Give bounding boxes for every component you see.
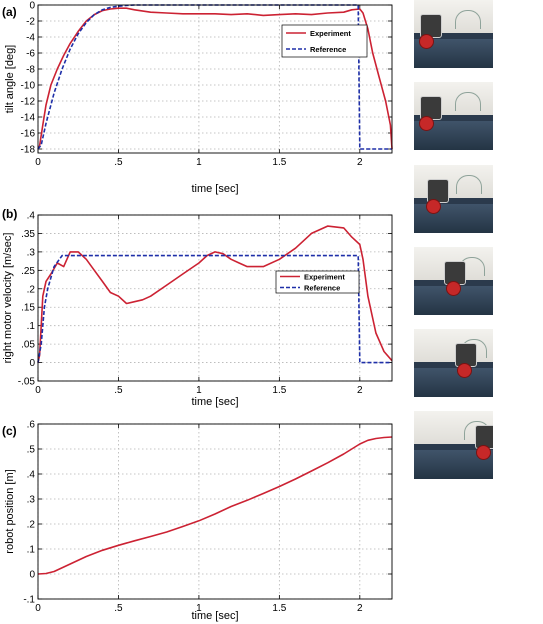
- y-tick-label: .3: [27, 495, 36, 506]
- y-tick-label: 0: [29, 358, 35, 369]
- robot-photo-2: [414, 82, 493, 150]
- series-line-reference: [37, 254, 392, 364]
- x-tick-label: 0: [35, 603, 41, 614]
- cable: [456, 174, 483, 194]
- robot-wheel: [475, 445, 491, 460]
- track-board: [414, 197, 493, 209]
- x-tick-label: 1.5: [272, 385, 286, 396]
- chart-a: 0 .5 1 1.5 2 0 -2 -4 -6 -8 -10 -12 -14 -16 -18 (a) time …: [2, 1, 393, 195]
- legend-entry: Experiment: [304, 273, 345, 282]
- x-tick-label: 1: [196, 157, 202, 168]
- y-tick-label: 0: [29, 1, 35, 12]
- x-tick-label: 1.5: [272, 603, 286, 614]
- panel-label: (c): [2, 424, 17, 438]
- x-tick-label: 1: [196, 385, 202, 396]
- legend-entry: Reference: [304, 284, 340, 293]
- y-axis-label: right motor velocity [m/sec]: [2, 233, 14, 364]
- y-axis-label: tilt angle [deg]: [4, 45, 16, 114]
- y-tick-label: .4: [27, 470, 36, 481]
- y-tick-label: -16: [21, 129, 36, 140]
- track-board: [414, 443, 493, 455]
- y-tick-label: .1: [27, 545, 36, 556]
- y-tick-label: .4: [27, 211, 36, 222]
- y-tick-label: .25: [21, 266, 35, 277]
- robot-wheel: [418, 34, 434, 49]
- x-tick-label: 2: [357, 157, 363, 168]
- robot-wheel: [456, 363, 472, 378]
- y-tick-label: -10: [21, 81, 36, 92]
- y-tick-label: 0: [29, 570, 35, 581]
- y-tick-label: .35: [21, 229, 35, 240]
- y-tick-label: -14: [21, 113, 36, 124]
- y-tick-label: -6: [26, 49, 35, 60]
- x-tick-label: .5: [114, 603, 123, 614]
- y-tick-label: -2: [26, 17, 35, 28]
- robot-wheel: [445, 281, 461, 296]
- x-tick-label: 0: [35, 157, 41, 168]
- track-board: [414, 361, 493, 373]
- x-tick-label: 1.5: [272, 157, 286, 168]
- track-board: [414, 114, 493, 126]
- plot-area: [38, 215, 392, 381]
- series-line-experiment: [37, 7, 393, 150]
- x-tick-label: 2: [357, 385, 363, 396]
- panel-label: (a): [2, 5, 17, 19]
- axes-frame: [37, 423, 393, 600]
- x-tick-label: 0: [35, 385, 41, 396]
- y-tick-label: .5: [27, 445, 36, 456]
- legend: Experiment Reference: [275, 270, 360, 294]
- y-tick-label: -.05: [18, 377, 36, 388]
- axes-frame: [37, 4, 393, 154]
- robot-photo-1: [414, 0, 493, 68]
- plot-area: [38, 424, 392, 599]
- y-tick-label: .05: [21, 340, 35, 351]
- cable: [455, 91, 481, 111]
- y-tick-label: .15: [21, 303, 35, 314]
- y-tick-label: -.1: [23, 595, 35, 606]
- series-line-trajectory: [37, 436, 393, 575]
- legend-box: [281, 24, 368, 58]
- chart-b: 0.5 1 1.5 2-.050.05.1.15.2.25.3.35.4(b)time…: [2, 207, 393, 408]
- robot-photo-4: [414, 247, 493, 315]
- x-axis-label: time [sec]: [191, 183, 238, 195]
- y-tick-label: .1: [27, 321, 36, 332]
- robot-photo-3: [414, 165, 493, 233]
- robot-wheel: [418, 116, 434, 131]
- y-tick-label: .6: [27, 420, 36, 431]
- x-tick-label: 2: [357, 603, 363, 614]
- cable: [455, 9, 481, 29]
- y-axis-label: robot position [m]: [4, 469, 16, 553]
- y-tick-label: .2: [27, 520, 36, 531]
- x-axis-label: time [sec]: [191, 396, 238, 408]
- series-line-experiment: [37, 225, 393, 363]
- track-board: [414, 32, 493, 44]
- axes-frame: [37, 214, 393, 382]
- y-tick-label: -12: [21, 97, 36, 108]
- y-tick-label: -8: [26, 65, 35, 76]
- x-axis-label: time [sec]: [191, 610, 238, 622]
- y-tick-label: .2: [27, 284, 36, 295]
- x-tick-label: .5: [114, 385, 123, 396]
- y-tick-label: .3: [27, 247, 36, 258]
- x-tick-label: 1: [196, 603, 202, 614]
- floor: [414, 368, 493, 397]
- robot-photo-5: [414, 329, 493, 397]
- robot-photo-6: [414, 411, 493, 479]
- panel-label: (b): [2, 207, 17, 221]
- chart-c: 0.5 1 1.5 2-.10.1.2.3.4.5.6(c)time [sec]rob…: [2, 420, 393, 622]
- robot-wheel: [426, 199, 442, 214]
- legend-entry: Reference: [310, 45, 346, 54]
- legend: Experiment Reference: [281, 24, 368, 58]
- y-tick-label: -4: [26, 33, 35, 44]
- x-tick-label: .5: [114, 157, 123, 168]
- legend-entry: Experiment: [310, 29, 351, 38]
- y-tick-label: -18: [21, 145, 36, 156]
